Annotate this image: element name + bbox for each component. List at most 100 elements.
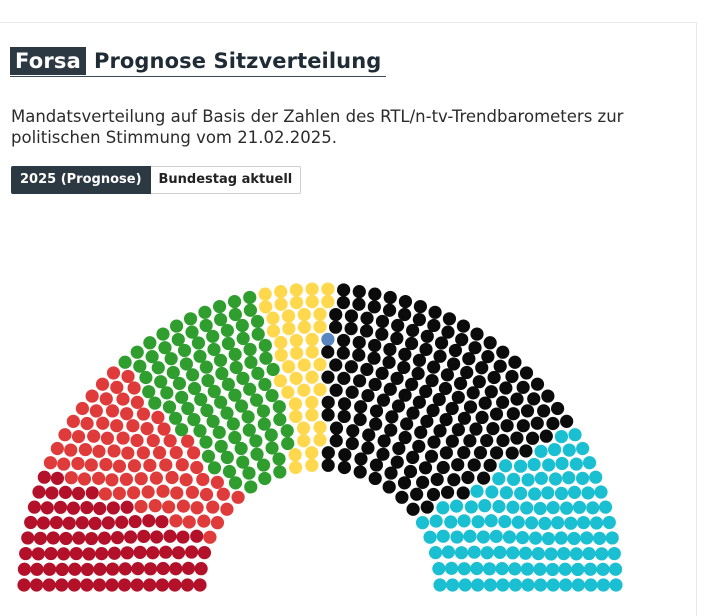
seat-party-6 (521, 578, 535, 592)
seat-party-1 (175, 458, 189, 472)
seat-party-6 (502, 530, 517, 544)
seat-party-0 (43, 562, 57, 576)
seat-party-6 (506, 472, 521, 486)
seat-party-5 (430, 472, 444, 487)
seat-party-3 (297, 308, 311, 322)
seat-party-5 (420, 414, 434, 428)
seat-party-0 (131, 562, 145, 576)
seat-party-5 (406, 502, 420, 516)
seat-party-5 (486, 422, 500, 436)
seat-party-2 (264, 428, 278, 442)
seat-party-0 (24, 515, 38, 530)
seat-party-5 (329, 383, 343, 397)
seat-party-5 (361, 388, 375, 403)
seat-party-1 (185, 485, 200, 499)
seat-party-5 (336, 346, 350, 360)
seat-party-2 (213, 353, 228, 367)
seat-party-3 (289, 333, 304, 348)
seat-party-6 (433, 578, 447, 592)
seat-party-6 (589, 470, 603, 484)
seat-party-6 (567, 531, 581, 546)
seat-party-3 (313, 320, 327, 334)
seat-party-0 (92, 578, 107, 592)
seat-party-5 (451, 458, 465, 472)
seat-party-2 (236, 371, 250, 385)
seat-party-1 (80, 416, 94, 431)
seat-party-6 (496, 578, 510, 592)
seat-party-5 (428, 305, 442, 319)
seat-party-6 (506, 500, 520, 514)
seat-party-5 (455, 332, 469, 347)
seat-party-2 (130, 345, 144, 359)
seat-party-1 (99, 392, 113, 406)
seat-party-2 (214, 312, 228, 327)
seat-party-6 (562, 471, 576, 485)
seat-party-3 (288, 448, 302, 462)
seat-party-2 (241, 410, 255, 424)
seat-party-0 (133, 545, 147, 559)
seat-party-5 (345, 385, 359, 399)
seat-party-5 (398, 347, 412, 361)
seat-party-6 (511, 515, 525, 529)
seat-party-1 (120, 407, 134, 421)
seat-party-5 (510, 392, 524, 406)
seat-party-5 (412, 312, 426, 327)
seat-party-2 (272, 400, 286, 414)
seat-party-2 (234, 399, 249, 413)
seat-party-5 (520, 404, 535, 418)
seat-party-5 (467, 458, 481, 472)
seat-party-6 (492, 472, 506, 486)
seat-party-2 (200, 403, 214, 418)
seat-party-6 (470, 561, 484, 576)
seat-party-6 (569, 457, 583, 471)
seat-party-2 (243, 382, 257, 396)
seat-party-6 (478, 499, 492, 513)
tab-2025-prognose[interactable]: 2025 (Prognose) (11, 166, 151, 194)
seat-party-1 (126, 419, 140, 433)
seat-party-3 (305, 345, 319, 359)
seat-party-0 (84, 531, 99, 546)
seat-party-2 (243, 290, 257, 305)
seat-party-5 (410, 487, 424, 501)
seat-party-5 (321, 345, 335, 359)
seat-party-1 (106, 366, 121, 380)
seat-party-5 (425, 373, 439, 388)
seat-party-2 (214, 439, 228, 453)
seat-party-0 (57, 547, 71, 561)
seat-party-1 (96, 416, 110, 430)
seat-party-0 (123, 530, 138, 544)
seat-party-5 (412, 395, 426, 409)
seat-party-0 (44, 546, 58, 561)
seat-party-5 (376, 393, 391, 407)
seat-party-6 (471, 515, 485, 529)
seat-party-2 (169, 319, 184, 333)
seat-party-1 (140, 422, 154, 436)
seat-party-5 (403, 464, 418, 479)
seat-party-5 (418, 461, 433, 475)
seat-party-6 (525, 516, 539, 530)
seat-party-0 (29, 578, 44, 592)
seat-party-3 (313, 382, 327, 397)
seat-party-2 (177, 343, 192, 358)
seat-party-3 (297, 434, 311, 448)
tab-bundestag-aktuell[interactable]: Bundestag aktuell (150, 166, 302, 194)
seat-party-2 (272, 452, 286, 466)
seat-party-0 (82, 547, 96, 561)
seat-party-5 (478, 396, 492, 410)
seat-party-0 (142, 514, 156, 528)
seat-party-5 (377, 434, 391, 448)
seat-party-5 (344, 309, 359, 323)
seat-party-6 (515, 531, 530, 545)
seat-party-2 (179, 357, 193, 371)
seat-party-3 (305, 395, 319, 409)
seat-party-5 (462, 352, 476, 366)
seat-party-2 (118, 355, 132, 369)
seat-party-2 (228, 347, 242, 361)
seat-party-5 (539, 429, 553, 443)
seat-party-5 (414, 425, 428, 439)
seat-party-2 (215, 366, 229, 381)
seat-party-5 (480, 433, 494, 448)
seat-party-0 (42, 578, 56, 592)
seat-party-1 (169, 514, 183, 528)
seat-party-5 (451, 423, 465, 437)
